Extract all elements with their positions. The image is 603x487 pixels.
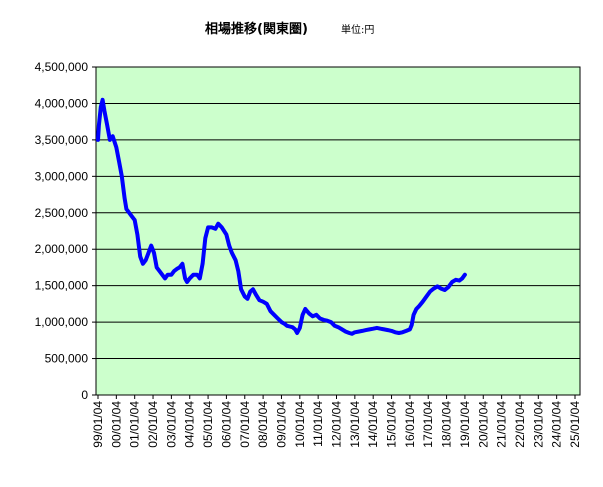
x-tick-label: 09/01/04: [274, 401, 288, 448]
x-tick-label: 25/01/04: [568, 401, 582, 448]
x-tick-label: 12/01/04: [330, 401, 344, 448]
x-tick-label: 16/01/04: [403, 401, 417, 448]
x-tick-label: 03/01/04: [164, 401, 178, 448]
x-tick-label: 15/01/04: [385, 401, 399, 448]
y-tick-label: 1,500,000: [35, 279, 89, 293]
y-tick-label: 1,000,000: [35, 315, 89, 329]
x-tick-label: 11/01/04: [311, 401, 325, 447]
x-tick-label: 18/01/04: [440, 401, 454, 448]
x-tick-label: 24/01/04: [550, 401, 564, 448]
y-tick-label: 4,500,000: [35, 60, 89, 74]
series-line-0: [96, 97, 467, 336]
x-tick-label: 22/01/04: [513, 401, 527, 448]
chart-subtitle: 単位:円: [341, 23, 374, 36]
x-tick-label: 19/01/04: [458, 401, 472, 448]
plot-area: [95, 66, 581, 396]
x-tick-label: 05/01/04: [201, 401, 215, 448]
y-tick-label: 2,000,000: [35, 242, 89, 256]
gridlines: [96, 102, 580, 360]
y-tick-label: 3,500,000: [35, 133, 89, 147]
x-tick-label: 20/01/04: [476, 401, 490, 448]
chart-title: 相場推移(関東圏): [205, 21, 308, 37]
y-axis: 0 500,000 1,000,000 1,500,000 2,000,000 2,500…: [35, 60, 96, 402]
x-tick-label: 02/01/04: [146, 401, 160, 448]
y-tick-label: 3,000,000: [35, 169, 89, 183]
x-tick-label: 14/01/04: [366, 401, 380, 448]
x-tick-label: 07/01/04: [238, 401, 252, 448]
x-tick-label: 08/01/04: [256, 401, 270, 448]
x-tick-label: 21/01/04: [495, 401, 509, 448]
x-tick-label: 99/01/04: [91, 401, 105, 448]
y-tick-label: 4,000,000: [35, 96, 89, 110]
y-tick-label: 0: [81, 388, 88, 402]
x-tick-label: 04/01/04: [183, 401, 197, 448]
series-layer: [96, 97, 467, 336]
x-tick-label: 23/01/04: [531, 401, 545, 448]
y-tick-label: 500,000: [45, 352, 89, 366]
x-tick-label: 10/01/04: [293, 401, 307, 448]
x-tick-label: 06/01/04: [219, 401, 233, 448]
x-axis: 99/01/04 00/01/04 01/01/04 02/01/04 03/01/04…: [91, 395, 582, 448]
y-tick-label: 2,500,000: [35, 206, 89, 220]
x-tick-label: 13/01/04: [348, 401, 362, 448]
x-tick-label: 00/01/04: [109, 401, 123, 448]
x-tick-label: 01/01/04: [128, 401, 142, 448]
x-tick-label: 17/01/04: [421, 401, 435, 448]
